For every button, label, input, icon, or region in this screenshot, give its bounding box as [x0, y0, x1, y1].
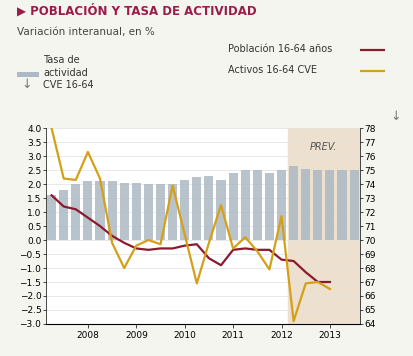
Text: ↓: ↓: [21, 78, 32, 91]
Bar: [301, 169, 309, 240]
Bar: [264, 173, 273, 240]
Bar: [144, 184, 152, 240]
Bar: [349, 170, 358, 240]
Bar: [119, 183, 128, 240]
Bar: [168, 184, 177, 240]
Text: Población 16-64 años: Población 16-64 años: [227, 44, 331, 54]
Bar: [287, 128, 359, 324]
Text: ↓: ↓: [389, 110, 400, 124]
Text: Variación interanual, en %: Variación interanual, en %: [17, 27, 154, 37]
Text: PREV.: PREV.: [309, 142, 337, 152]
Text: ▶ POBLACIÓN Y TASA DE ACTIVIDAD: ▶ POBLACIÓN Y TASA DE ACTIVIDAD: [17, 4, 256, 17]
Bar: [83, 181, 92, 240]
Bar: [325, 170, 334, 240]
Bar: [337, 170, 346, 240]
Bar: [204, 176, 213, 240]
Bar: [192, 177, 201, 240]
Bar: [71, 184, 80, 240]
Text: Activos 16-64 CVE: Activos 16-64 CVE: [227, 66, 316, 75]
Bar: [276, 170, 285, 240]
Bar: [95, 181, 104, 240]
Bar: [216, 180, 225, 240]
Text: Tasa de
actividad
CVE 16-64: Tasa de actividad CVE 16-64: [43, 55, 94, 90]
Bar: [180, 180, 189, 240]
Bar: [156, 184, 165, 240]
Bar: [131, 183, 140, 240]
Bar: [240, 170, 249, 240]
Bar: [228, 173, 237, 240]
Bar: [59, 190, 68, 240]
Bar: [313, 170, 322, 240]
Bar: [252, 170, 261, 240]
Bar: [47, 195, 56, 240]
Bar: [288, 166, 297, 240]
Bar: [107, 181, 116, 240]
